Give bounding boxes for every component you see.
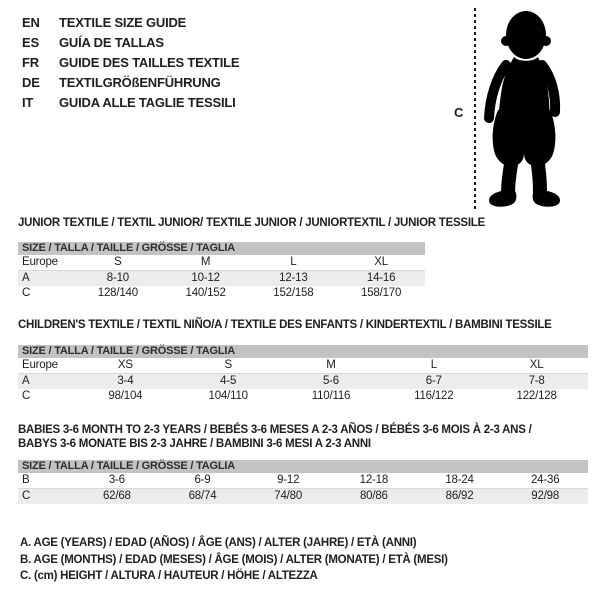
language-title-list: EN TEXTILE SIZE GUIDE ES GUÍA DE TALLAS … [22, 12, 240, 112]
table-row: Europe S M L XL [18, 255, 425, 271]
table-row: C 128/140 140/152 152/158 158/170 [18, 286, 425, 301]
table-cell: 86/92 [445, 490, 474, 502]
table-cell: A [22, 272, 30, 284]
table-cell: 68/74 [188, 490, 217, 502]
table-cell: M [200, 256, 211, 268]
language-title: TEXTILGRÖßENFÜHRUNG [59, 74, 221, 90]
table-cell: 110/116 [311, 390, 351, 402]
language-row-fr: FR GUIDE DES TAILLES TEXTILE [22, 52, 240, 72]
table-cell: 62/68 [102, 490, 131, 502]
height-dashed-line [474, 8, 476, 210]
table-cell: 6-7 [425, 375, 442, 387]
legend-line-c: C. (cm) HEIGHT / ALTURA / HAUTEUR / HÖHE… [20, 570, 318, 582]
language-title: GUIDA ALLE TAGLIE TESSILI [59, 94, 236, 110]
table-cell: 104/110 [208, 390, 249, 402]
language-row-es: ES GUÍA DE TALLAS [22, 32, 239, 52]
table-cell: C [22, 490, 31, 502]
measurement-legend: A. AGE (YEARS) / EDAD (AÑOS) / ÂGE (ANS)… [20, 535, 448, 585]
baby-silhouette-icon [484, 11, 561, 207]
table-cell: 80/86 [359, 490, 388, 502]
table-cell: M [326, 359, 336, 371]
language-title: TEXTILE SIZE GUIDE [59, 14, 187, 30]
table-row: A 8-10 10-12 12-13 14-16 [18, 271, 425, 286]
table-cell: 18-24 [445, 474, 474, 486]
language-code: DE [22, 74, 40, 90]
table-cell: 12-13 [279, 272, 308, 284]
legend-line-a: A. AGE (YEARS) / EDAD (AÑOS) / ÂGE (ANS)… [20, 537, 417, 549]
size-header-bar: SIZE / TALLA / TAILLE / GRÖSSE / TAGLIA [18, 242, 425, 255]
table-row: B 3-6 6-9 9-12 12-18 18-24 24-36 [18, 473, 588, 489]
legend-line-b: B. AGE (MONTHS) / EDAD (MESES) / ÂGE (MO… [20, 553, 448, 566]
table-cell: C [22, 390, 31, 402]
table-row: Europe XS S M L XL [18, 358, 588, 374]
table-cell: XL [374, 256, 388, 268]
table-cell: 6-9 [194, 474, 211, 486]
table-cell: 116/122 [414, 390, 454, 402]
language-title: GUIDE DES TAILLES TEXTILE [59, 54, 240, 70]
table-cell: C [22, 287, 31, 299]
table-cell: 128/140 [97, 287, 138, 299]
table-cell: 9-12 [277, 474, 300, 486]
language-code: FR [22, 54, 39, 70]
table-cell: B [22, 474, 30, 486]
table-cell: 12-18 [359, 474, 389, 486]
table-cell: 8-10 [106, 272, 129, 284]
table-cell: 7-8 [528, 375, 545, 387]
table-cell: 98/104 [108, 390, 143, 402]
children-textile-section: CHILDREN'S TEXTILE / TEXTIL NIÑO/A / TEX… [18, 318, 588, 404]
height-marker-label: C [454, 105, 464, 120]
table-cell: Europe [22, 359, 58, 371]
table-cell: 24-36 [530, 474, 560, 486]
junior-textile-section: JUNIOR TEXTILE / TEXTIL JUNIOR/ TEXTILE … [18, 216, 485, 301]
table-cell: 14-16 [366, 272, 396, 284]
table-cell: 74/80 [274, 490, 303, 502]
table-cell: 4-5 [220, 375, 237, 387]
language-code: IT [22, 94, 34, 110]
language-row-de: DE TEXTILGRÖßENFÜHRUNG [22, 72, 239, 92]
babies-size-table: SIZE / TALLA / TAILLE / GRÖSSE / TAGLIA … [18, 460, 588, 504]
table-cell: 122/128 [516, 390, 557, 402]
language-title: GUÍA DE TALLAS [59, 34, 164, 50]
language-code: EN [22, 14, 40, 30]
language-row-it: IT GUIDA ALLE TAGLIE TESSILI [22, 92, 239, 112]
language-code: ES [22, 34, 39, 50]
table-cell: S [114, 256, 122, 268]
table-cell: L [430, 359, 437, 371]
table-row: C 98/104 104/110 110/116 116/122 122/128 [18, 389, 588, 404]
table-cell: 3-4 [117, 375, 134, 387]
table-cell: XL [529, 359, 544, 371]
table-cell: S [224, 359, 232, 371]
children-size-table: SIZE / TALLA / TAILLE / GRÖSSE / TAGLIA … [18, 345, 588, 404]
table-cell: 92/98 [531, 490, 560, 502]
table-cell: L [290, 256, 297, 268]
table-row: A 3-4 4-5 5-6 6-7 7-8 [18, 374, 588, 389]
language-row-en: EN TEXTILE SIZE GUIDE [22, 12, 239, 32]
size-header-bar: SIZE / TALLA / TAILLE / GRÖSSE / TAGLIA [18, 345, 588, 358]
table-cell: 140/152 [185, 287, 226, 299]
size-header-bar: SIZE / TALLA / TAILLE / GRÖSSE / TAGLIA [18, 460, 588, 473]
junior-size-table: SIZE / TALLA / TAILLE / GRÖSSE / TAGLIA … [18, 242, 425, 301]
table-cell: 158/170 [361, 287, 402, 299]
table-cell: Europe [22, 256, 58, 268]
table-cell: XS [117, 359, 133, 371]
table-cell: 3-6 [108, 474, 125, 486]
table-cell: 10-12 [191, 272, 220, 284]
children-section-title: CHILDREN'S TEXTILE / TEXTIL NIÑO/A / TEX… [18, 319, 552, 331]
babies-section-title-line1: BABIES 3-6 MONTH TO 2-3 YEARS / BEBÉS 3-… [18, 424, 532, 436]
babies-textile-section: BABIES 3-6 MONTH TO 2-3 YEARS / BEBÉS 3-… [18, 423, 588, 504]
table-cell: A [22, 375, 30, 387]
babies-section-title-line2: BABYS 3-6 MONATE BIS 2-3 JAHRE / BAMBINI… [18, 438, 371, 450]
table-cell: 152/158 [273, 287, 314, 299]
junior-section-title: JUNIOR TEXTILE / TEXTIL JUNIOR/ TEXTILE … [18, 217, 485, 229]
table-cell: 5-6 [322, 375, 339, 387]
table-row: C 62/68 68/74 74/80 80/86 86/92 92/98 [18, 489, 588, 504]
